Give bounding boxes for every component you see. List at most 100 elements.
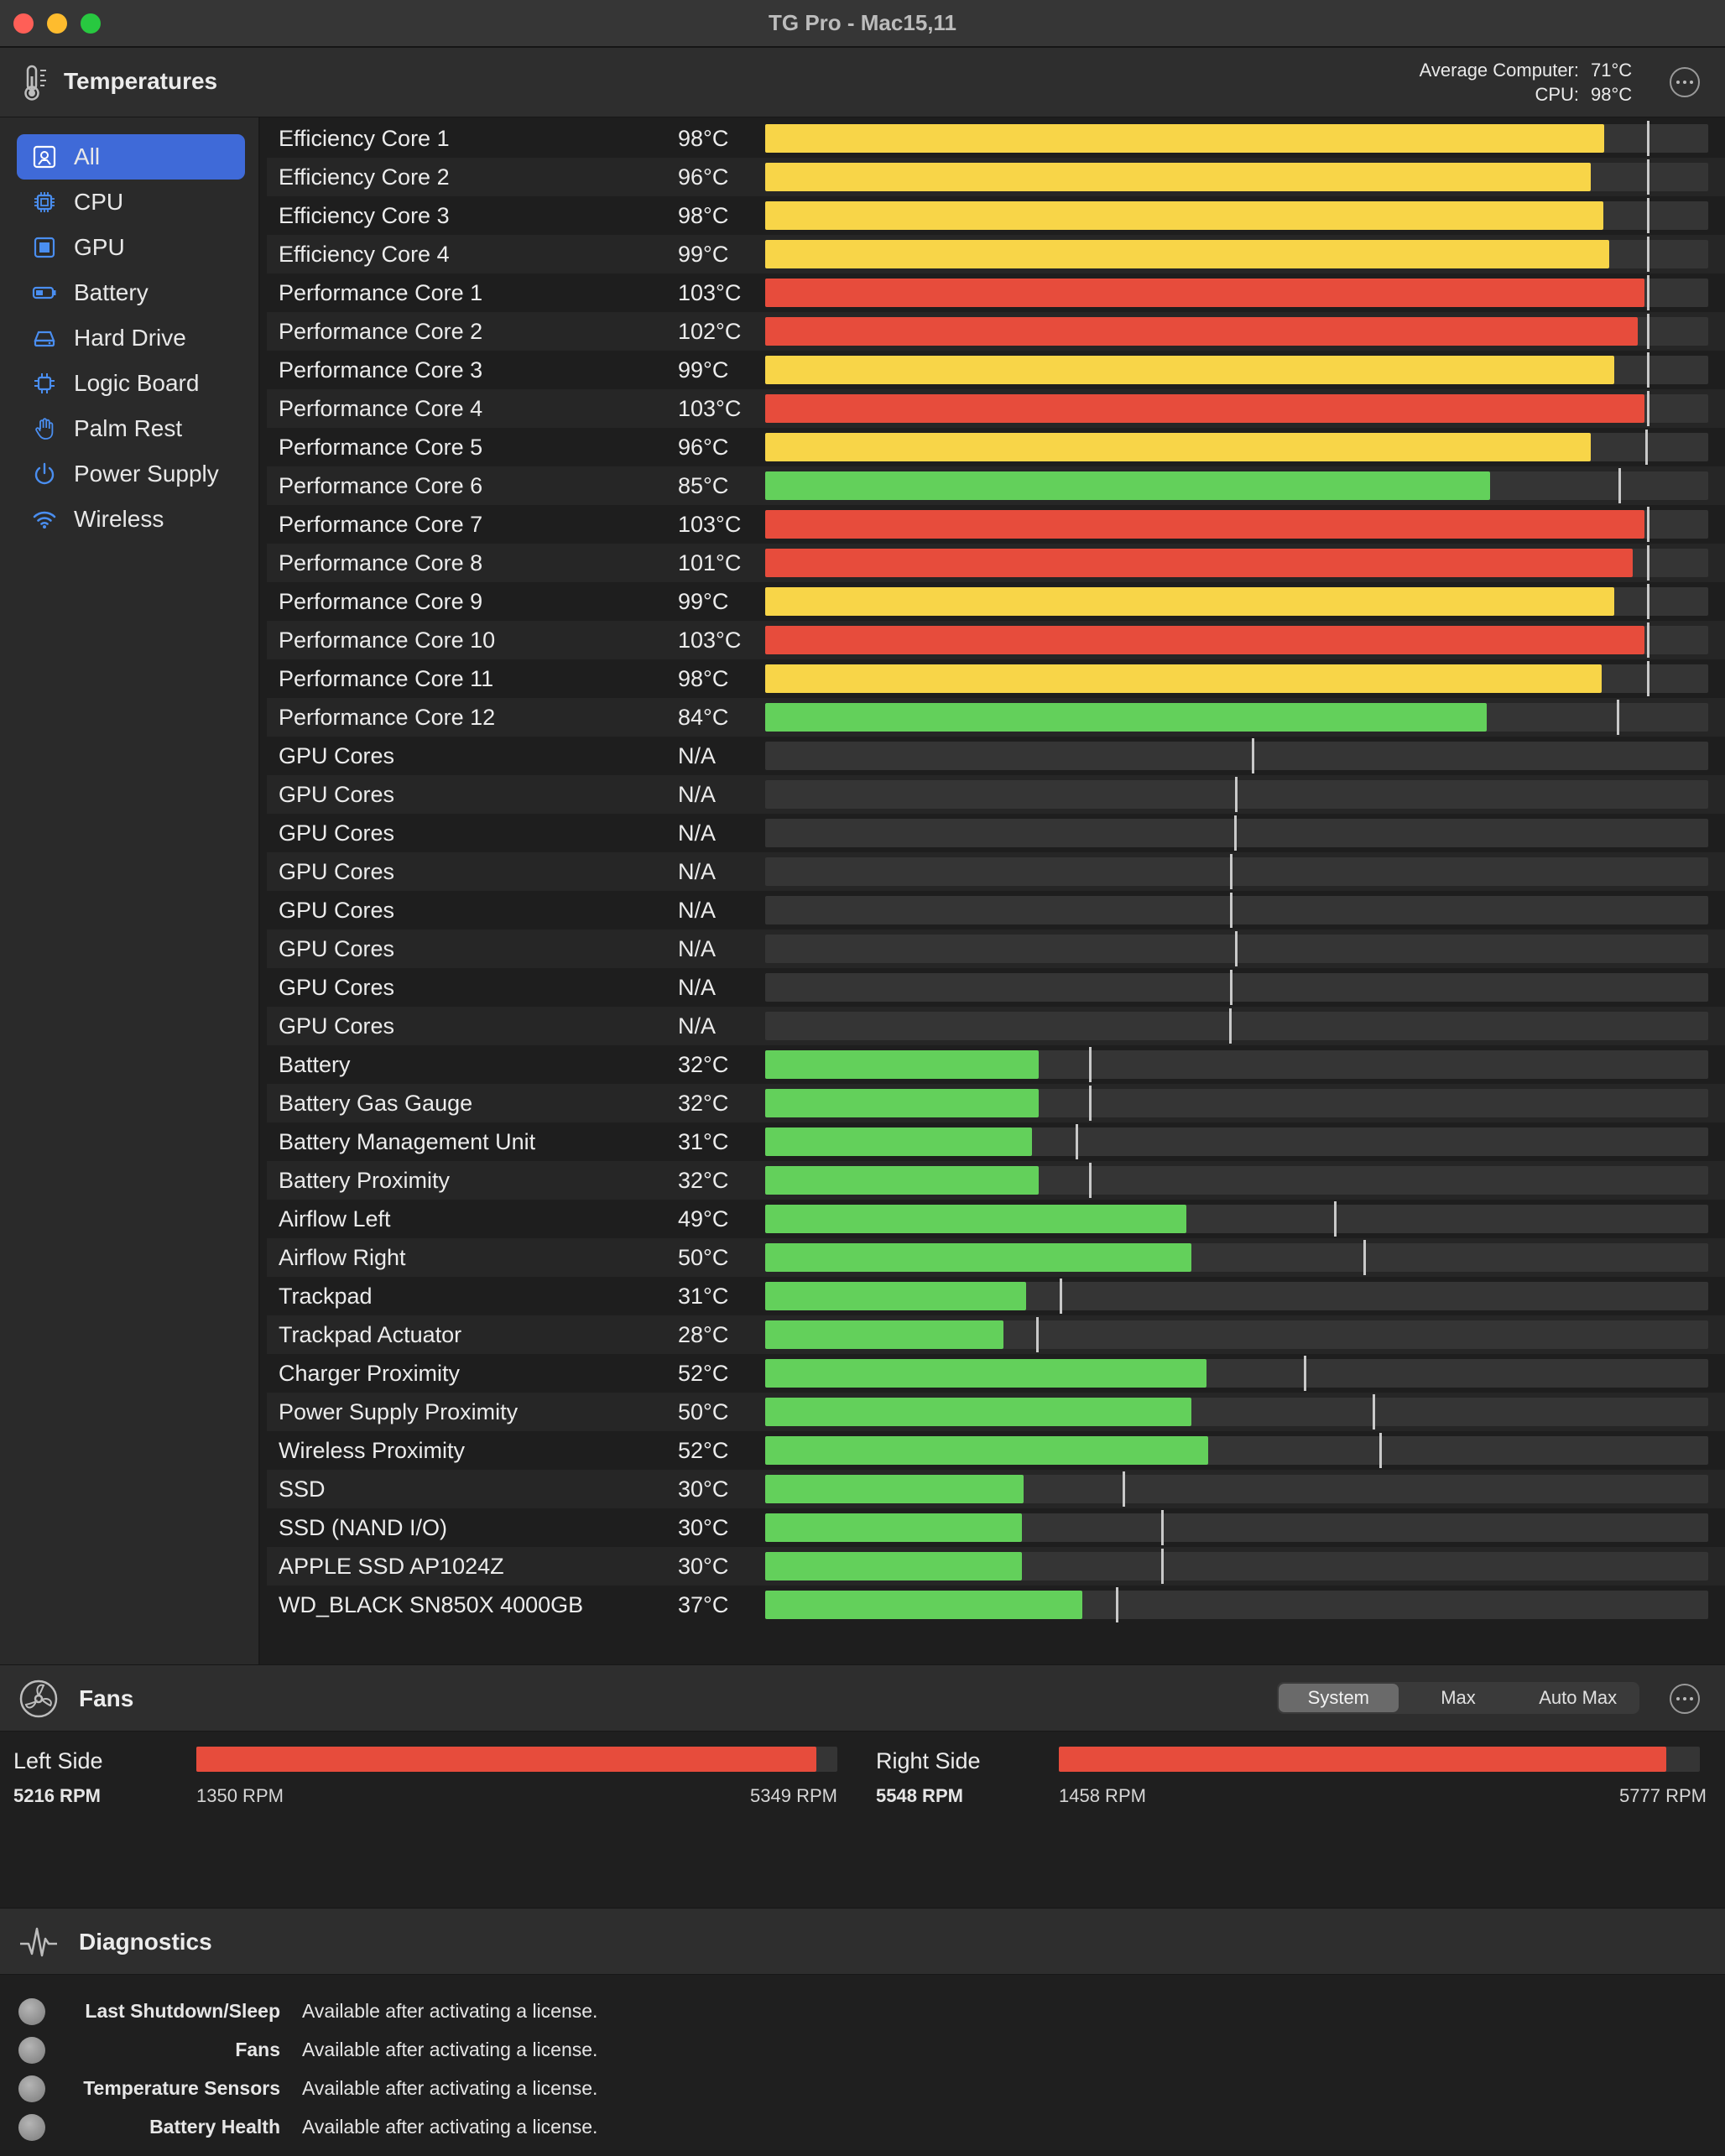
title-bar: TG Pro - Mac15,11	[0, 0, 1725, 47]
sensor-name: Performance Core 10	[279, 628, 496, 653]
sensor-row[interactable]: SSD 30°C	[267, 1470, 1725, 1508]
max-temperature-marker	[1618, 468, 1621, 503]
status-dot-icon	[18, 2114, 45, 2141]
fan-name: Left Side	[13, 1748, 103, 1773]
close-window-button[interactable]	[13, 13, 34, 34]
sensor-row[interactable]: Performance Core 8 101°C	[267, 544, 1725, 582]
sensor-row[interactable]: Performance Core 9 99°C	[267, 582, 1725, 621]
sensor-temperature: N/A	[678, 1013, 717, 1039]
zoom-window-button[interactable]	[81, 13, 101, 34]
sidebar-item-cpu[interactable]: CPU	[17, 180, 245, 225]
sensor-temperature: 96°C	[678, 164, 729, 190]
max-temperature-marker	[1089, 1047, 1092, 1082]
sensor-row[interactable]: GPU Cores N/A	[267, 737, 1725, 775]
sensor-row[interactable]: Efficiency Core 3 98°C	[267, 196, 1725, 235]
sensor-name: APPLE SSD AP1024Z	[279, 1554, 504, 1579]
temperature-bar-track	[765, 1549, 1708, 1584]
sensor-row[interactable]: Wireless Proximity 52°C	[267, 1431, 1725, 1470]
sensor-temperature: N/A	[678, 859, 717, 884]
sensor-name: Performance Core 12	[279, 705, 496, 730]
sensor-temperature: N/A	[678, 898, 717, 923]
sidebar-item-gpu[interactable]: GPU	[17, 225, 245, 270]
sensor-row[interactable]: Charger Proximity 52°C	[267, 1354, 1725, 1393]
sensor-row[interactable]: SSD (NAND I/O) 30°C	[267, 1508, 1725, 1547]
sensor-name: GPU Cores	[279, 820, 395, 846]
sensor-row[interactable]: WD_BLACK SN850X 4000GB 37°C	[267, 1586, 1725, 1624]
diagnostics-header: Diagnostics	[0, 1908, 1725, 1975]
fan-mode-auto-max[interactable]: Auto Max	[1539, 1687, 1618, 1708]
sensor-row[interactable]: GPU Cores N/A	[267, 775, 1725, 814]
temperature-bar-fill	[765, 163, 1591, 191]
hand-icon	[30, 414, 59, 443]
fans-header: Fans System Max Auto Max	[0, 1664, 1725, 1732]
sensor-row[interactable]: Trackpad 31°C	[267, 1277, 1725, 1315]
sensor-row[interactable]: Airflow Right 50°C	[267, 1238, 1725, 1277]
temperature-bar-fill	[765, 201, 1603, 230]
sensor-name: Performance Core 9	[279, 589, 483, 614]
diagnostic-value: Available after activating a license.	[302, 2077, 598, 2099]
sensor-row[interactable]: GPU Cores N/A	[267, 930, 1725, 968]
sensor-row[interactable]: Performance Core 4 103°C	[267, 389, 1725, 428]
sensor-row[interactable]: Performance Core 6 85°C	[267, 466, 1725, 505]
sensor-row[interactable]: Efficiency Core 2 96°C	[267, 158, 1725, 196]
fan-mode-max[interactable]: Max	[1441, 1687, 1476, 1708]
sensor-row[interactable]: APPLE SSD AP1024Z 30°C	[267, 1547, 1725, 1586]
sensor-row[interactable]: Battery Proximity 32°C	[267, 1161, 1725, 1200]
sensor-row[interactable]: GPU Cores N/A	[267, 1007, 1725, 1045]
sensor-row[interactable]: Trackpad Actuator 28°C	[267, 1315, 1725, 1354]
temperature-bar-track	[765, 391, 1708, 426]
sensor-row[interactable]: Performance Core 5 96°C	[267, 428, 1725, 466]
sensor-row[interactable]: Power Supply Proximity 50°C	[267, 1393, 1725, 1431]
temperature-bar-track	[765, 275, 1708, 310]
sensor-row[interactable]: Performance Core 11 98°C	[267, 659, 1725, 698]
max-temperature-marker	[1647, 237, 1649, 272]
sensor-row[interactable]: Performance Core 1 103°C	[267, 273, 1725, 312]
fan-mode-system[interactable]: System	[1279, 1684, 1399, 1712]
temperature-bar-fill	[765, 510, 1644, 539]
status-dot-icon	[18, 2075, 45, 2102]
sensor-row[interactable]: Battery 32°C	[267, 1045, 1725, 1084]
temperature-bar-track	[765, 507, 1708, 542]
sensor-row[interactable]: GPU Cores N/A	[267, 852, 1725, 891]
diagnostic-row: Temperature Sensors Available after activ…	[0, 2069, 1725, 2107]
sensor-temperature: 98°C	[678, 666, 729, 691]
sidebar-item-wireless[interactable]: Wireless	[17, 497, 245, 542]
sensor-row[interactable]: Performance Core 10 103°C	[267, 621, 1725, 659]
sensor-row[interactable]: Battery Management Unit 31°C	[267, 1122, 1725, 1161]
sensor-row[interactable]: GPU Cores N/A	[267, 968, 1725, 1007]
sidebar-item-label: Logic Board	[74, 370, 200, 396]
sensor-row[interactable]: GPU Cores N/A	[267, 814, 1725, 852]
temperature-bar-fill	[765, 1591, 1082, 1619]
diagnostics-panel: Last Shutdown/Sleep Available after activ…	[0, 1973, 1725, 2156]
sidebar-item-label: Palm Rest	[74, 415, 183, 441]
temperature-bar-track	[765, 1394, 1708, 1430]
temperature-bar-track	[765, 159, 1708, 195]
sensor-row[interactable]: Airflow Left 49°C	[267, 1200, 1725, 1238]
sidebar-item-battery[interactable]: Battery	[17, 270, 245, 315]
sidebar-item-all[interactable]: All	[17, 134, 245, 180]
sensor-temperature: 85°C	[678, 473, 729, 498]
sidebar-item-logic-board[interactable]: Logic Board	[17, 361, 245, 406]
sensor-row[interactable]: Performance Core 3 99°C	[267, 351, 1725, 389]
sensor-row[interactable]: Performance Core 7 103°C	[267, 505, 1725, 544]
fans-more-button[interactable]	[1670, 1684, 1700, 1714]
sensor-temperature: 37°C	[678, 1592, 729, 1617]
max-temperature-marker	[1116, 1587, 1118, 1622]
sensor-name: Battery Management Unit	[279, 1129, 536, 1154]
temperature-bar-track	[765, 815, 1708, 851]
sensor-row[interactable]: Performance Core 2 102°C	[267, 312, 1725, 351]
sensor-row[interactable]: GPU Cores N/A	[267, 891, 1725, 930]
sensor-row[interactable]: Efficiency Core 1 98°C	[267, 119, 1725, 158]
minimize-window-button[interactable]	[47, 13, 67, 34]
sidebar-item-hard-drive[interactable]: Hard Drive	[17, 315, 245, 361]
fan-max-rpm: 5349 RPM	[750, 1785, 837, 1806]
temperature-bar-track	[765, 1317, 1708, 1352]
sensor-row[interactable]: Battery Gas Gauge 32°C	[267, 1084, 1725, 1122]
temperature-bar-fill	[765, 1552, 1022, 1581]
temperatures-more-button[interactable]	[1670, 67, 1700, 97]
sidebar-item-palm-rest[interactable]: Palm Rest	[17, 406, 245, 451]
temperature-bar-fill	[765, 1513, 1022, 1542]
sidebar-item-power-supply[interactable]: Power Supply	[17, 451, 245, 497]
sensor-row[interactable]: Efficiency Core 4 99°C	[267, 235, 1725, 273]
sensor-row[interactable]: Performance Core 12 84°C	[267, 698, 1725, 737]
